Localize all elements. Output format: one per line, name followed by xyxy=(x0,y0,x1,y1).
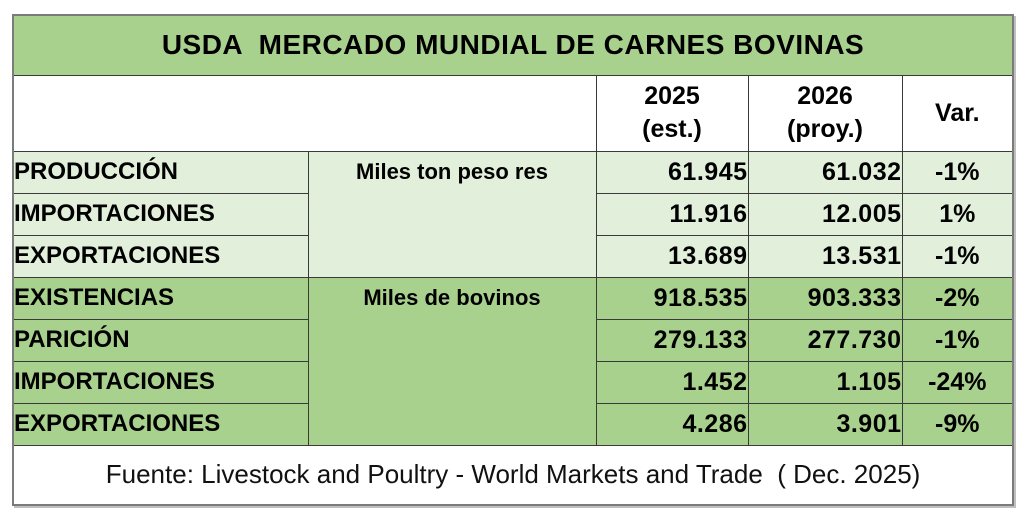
header-2026-year: 2026 xyxy=(797,82,853,110)
value-var: -24% xyxy=(901,360,1014,404)
row-label: EXISTENCIAS xyxy=(12,276,309,320)
value-2025: 4.286 xyxy=(595,402,749,446)
table-row-produccion: PRODUCCIÓN Miles ton peso res 61.945 61.… xyxy=(12,150,1014,278)
table-row-existencias: EXISTENCIAS Miles de bovinos 918.535 903… xyxy=(12,276,1014,446)
value-2025: 61.945 xyxy=(595,150,749,194)
header-2025-note: (est.) xyxy=(642,115,702,143)
header-var: Var. xyxy=(901,74,1014,152)
row-label: IMPORTACIONES xyxy=(12,192,309,236)
header-2026: 2026 (proy.) xyxy=(747,74,903,152)
value-2025: 1.452 xyxy=(595,360,749,404)
table-row-paricion: PARICIÓN 279.133 277.730 -1% xyxy=(12,318,1014,362)
value-var: -2% xyxy=(901,276,1014,320)
row-label: EXPORTACIONES xyxy=(12,234,309,278)
source-note: Fuente: Livestock and Poultry - World Ma… xyxy=(12,444,1014,506)
value-2026: 12.005 xyxy=(747,192,903,236)
row-label: EXPORTACIONES xyxy=(12,402,309,446)
header-empty-cell xyxy=(12,74,597,152)
table-source-row: Fuente: Livestock and Poultry - World Ma… xyxy=(12,444,1014,506)
value-var: -1% xyxy=(901,234,1014,278)
value-2025: 13.689 xyxy=(595,234,749,278)
usda-beef-market-table: USDA MERCADO MUNDIAL DE CARNES BOVINAS 2… xyxy=(12,14,1015,506)
value-var: -1% xyxy=(901,318,1014,362)
value-2025: 918.535 xyxy=(595,276,749,320)
table-row-exportaciones-carne: EXPORTACIONES 13.689 13.531 -1% xyxy=(12,234,1014,278)
value-2026: 13.531 xyxy=(747,234,903,278)
unit-cell-bovinos: Miles de bovinos xyxy=(307,276,597,446)
value-2025: 279.133 xyxy=(595,318,749,362)
row-label: IMPORTACIONES xyxy=(12,360,309,404)
table-title-row: USDA MERCADO MUNDIAL DE CARNES BOVINAS xyxy=(12,14,1014,76)
header-2025-year: 2025 xyxy=(644,82,700,110)
value-2026: 61.032 xyxy=(747,150,903,194)
value-2026: 903.333 xyxy=(747,276,903,320)
row-label: PRODUCCIÓN xyxy=(12,150,309,194)
value-var: -1% xyxy=(901,150,1014,194)
table-row-importaciones-carne: IMPORTACIONES 11.916 12.005 1% xyxy=(12,192,1014,236)
value-2026: 277.730 xyxy=(747,318,903,362)
table-header-row: 2025 (est.) 2026 (proy.) Var. xyxy=(12,74,1014,152)
table-title: USDA MERCADO MUNDIAL DE CARNES BOVINAS xyxy=(12,14,1014,76)
value-2026: 1.105 xyxy=(747,360,903,404)
value-var: 1% xyxy=(901,192,1014,236)
table-row-exportaciones-bovinos: EXPORTACIONES 4.286 3.901 -9% xyxy=(12,402,1014,446)
row-label: PARICIÓN xyxy=(12,318,309,362)
value-var: -9% xyxy=(901,402,1014,446)
header-2026-note: (proy.) xyxy=(787,115,863,143)
unit-cell-ton-peso-res: Miles ton peso res xyxy=(307,150,597,278)
header-2025: 2025 (est.) xyxy=(595,74,749,152)
value-2026: 3.901 xyxy=(747,402,903,446)
value-2025: 11.916 xyxy=(595,192,749,236)
